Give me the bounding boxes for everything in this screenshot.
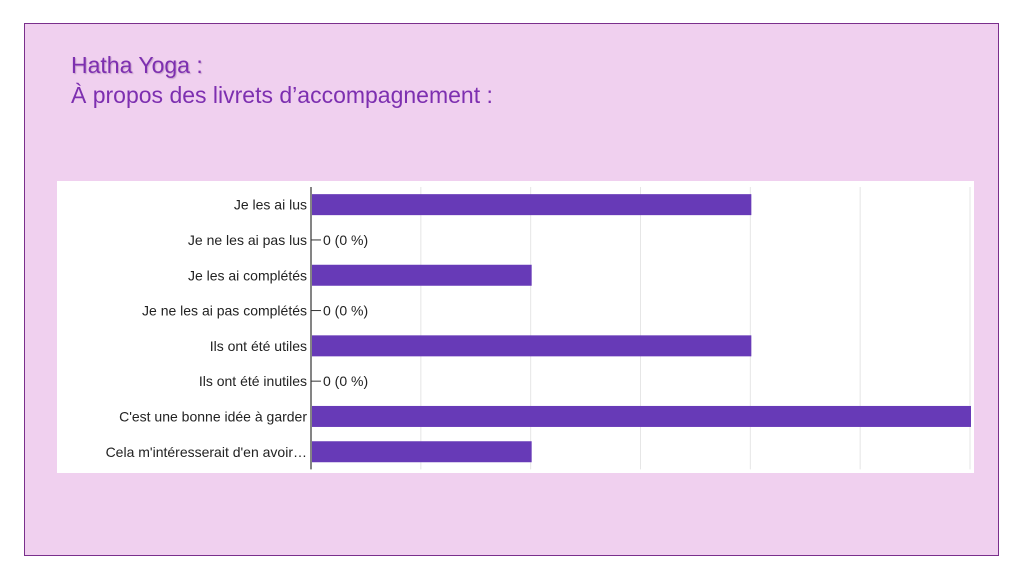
bar: [312, 335, 752, 357]
category-label: Je ne les ai pas lus: [188, 232, 307, 248]
value-label: 0 (0 %): [323, 373, 368, 389]
category-label: Je les ai lus: [234, 197, 307, 213]
chart-panel: Je les ai lus Je ne les ai pas lus 0 (0 %)…: [57, 181, 974, 473]
category-label: Ils ont été utiles: [210, 338, 307, 354]
slide-title: Hatha Yoga :: [71, 52, 203, 78]
category-label: Je ne les ai pas complétés: [142, 303, 307, 319]
category-label: Cela m'intéresserait d'en avoir…: [106, 444, 307, 460]
value-label: 0 (0 %): [323, 303, 368, 319]
category-label: Je les ai complétés: [188, 267, 307, 283]
bar: [312, 264, 532, 286]
slide-subtitle: À propos des livrets d’accompagnement :: [71, 82, 493, 108]
category-label: C'est une bonne idée à garder: [119, 408, 307, 424]
value-label: 0 (0 %): [323, 232, 368, 248]
slide: Hatha Yoga : À propos des livrets d’acco…: [24, 23, 999, 556]
bar: [312, 405, 971, 427]
bar-chart: Je les ai lus Je ne les ai pas lus 0 (0 %)…: [106, 187, 971, 470]
bar: [312, 194, 752, 216]
bar: [312, 441, 532, 463]
category-label: Ils ont été inutiles: [199, 373, 307, 389]
